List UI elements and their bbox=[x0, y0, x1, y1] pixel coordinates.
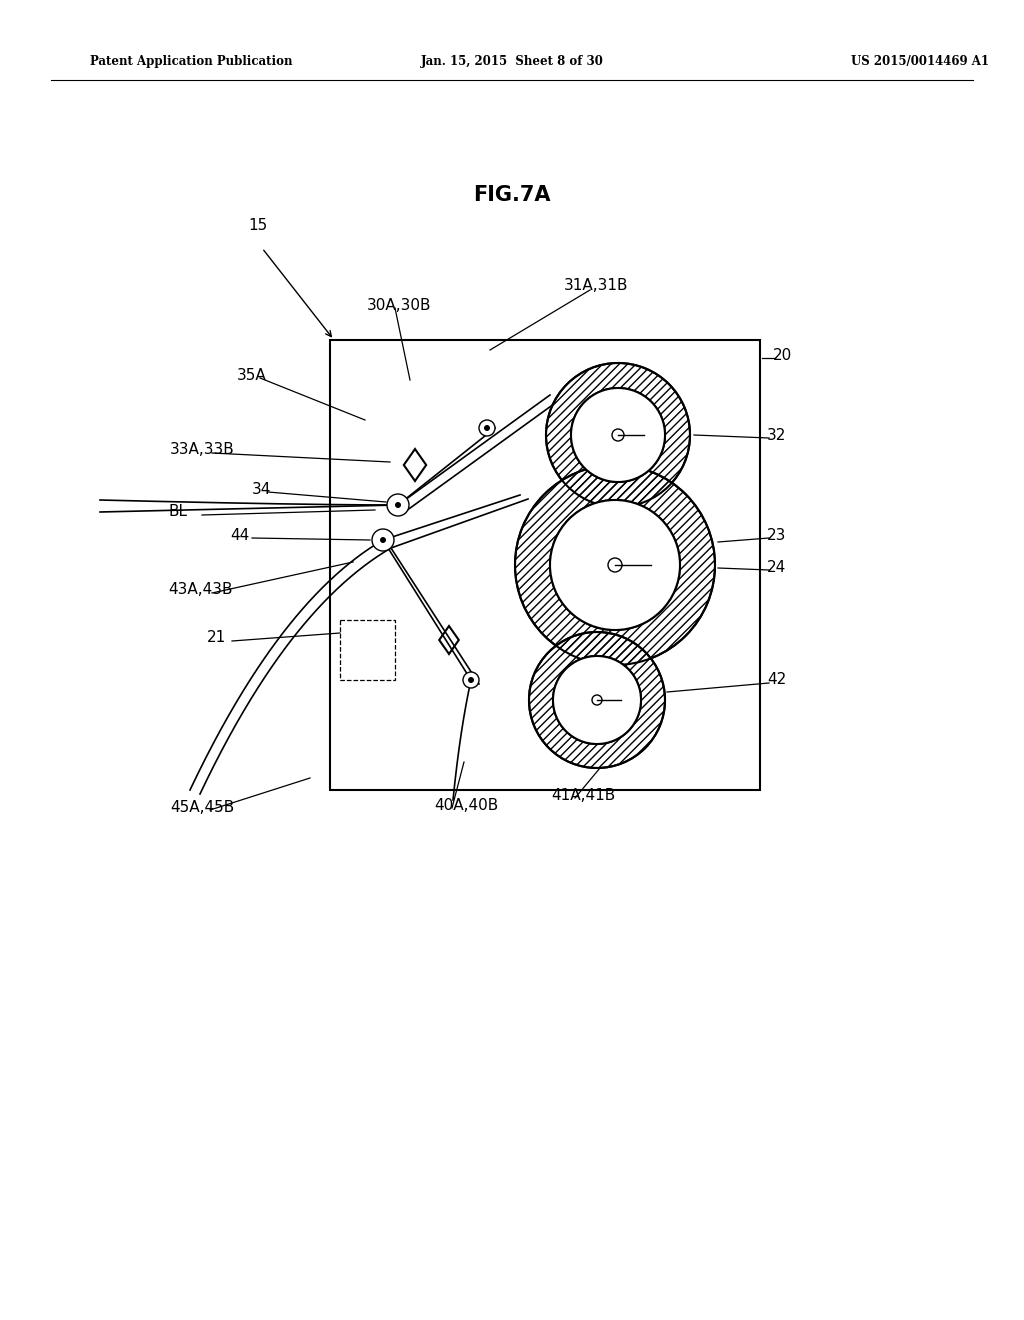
Text: FIG.7A: FIG.7A bbox=[473, 185, 551, 205]
Circle shape bbox=[387, 494, 409, 516]
Text: 41A,41B: 41A,41B bbox=[551, 788, 615, 803]
Text: 35A: 35A bbox=[237, 367, 266, 383]
Circle shape bbox=[395, 502, 401, 508]
Text: 23: 23 bbox=[767, 528, 786, 543]
Text: 21: 21 bbox=[207, 631, 226, 645]
Text: 44: 44 bbox=[230, 528, 249, 543]
Text: 31A,31B: 31A,31B bbox=[564, 277, 629, 293]
Text: 20: 20 bbox=[773, 347, 793, 363]
Circle shape bbox=[529, 632, 665, 768]
Text: 40A,40B: 40A,40B bbox=[434, 797, 499, 813]
Text: 30A,30B: 30A,30B bbox=[367, 297, 431, 313]
Text: Jan. 15, 2015  Sheet 8 of 30: Jan. 15, 2015 Sheet 8 of 30 bbox=[421, 55, 603, 69]
Text: US 2015/0014469 A1: US 2015/0014469 A1 bbox=[851, 55, 989, 69]
Circle shape bbox=[612, 429, 624, 441]
Circle shape bbox=[380, 537, 386, 543]
Circle shape bbox=[372, 529, 394, 550]
Circle shape bbox=[608, 558, 622, 572]
Circle shape bbox=[571, 388, 665, 482]
Text: 24: 24 bbox=[767, 560, 786, 574]
Text: 32: 32 bbox=[767, 428, 786, 442]
Bar bbox=[330, 341, 760, 789]
Text: 33A,33B: 33A,33B bbox=[170, 442, 234, 458]
Circle shape bbox=[484, 425, 490, 432]
Circle shape bbox=[550, 500, 680, 630]
Text: 45A,45B: 45A,45B bbox=[170, 800, 234, 814]
Bar bbox=[340, 620, 395, 680]
Circle shape bbox=[463, 672, 479, 688]
Circle shape bbox=[515, 465, 715, 665]
Text: 15: 15 bbox=[248, 218, 267, 232]
Text: 42: 42 bbox=[767, 672, 786, 688]
Text: 43A,43B: 43A,43B bbox=[168, 582, 232, 598]
Text: 34: 34 bbox=[252, 483, 271, 498]
Circle shape bbox=[553, 656, 641, 744]
Text: BL: BL bbox=[168, 504, 187, 520]
Text: Patent Application Publication: Patent Application Publication bbox=[90, 55, 293, 69]
Circle shape bbox=[592, 696, 602, 705]
Circle shape bbox=[479, 420, 495, 436]
Circle shape bbox=[468, 677, 474, 682]
Circle shape bbox=[546, 363, 690, 507]
